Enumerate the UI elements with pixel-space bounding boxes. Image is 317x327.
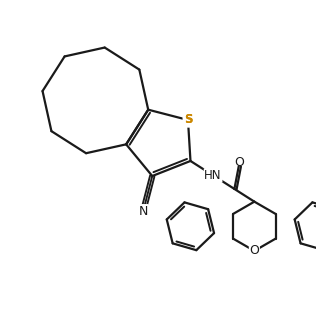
Text: S: S	[184, 113, 192, 127]
Text: HN: HN	[204, 169, 222, 182]
Text: S: S	[184, 113, 192, 127]
Text: O: O	[234, 156, 244, 169]
Text: N: N	[139, 205, 148, 218]
Text: O: O	[249, 244, 259, 257]
Text: S: S	[184, 113, 192, 127]
